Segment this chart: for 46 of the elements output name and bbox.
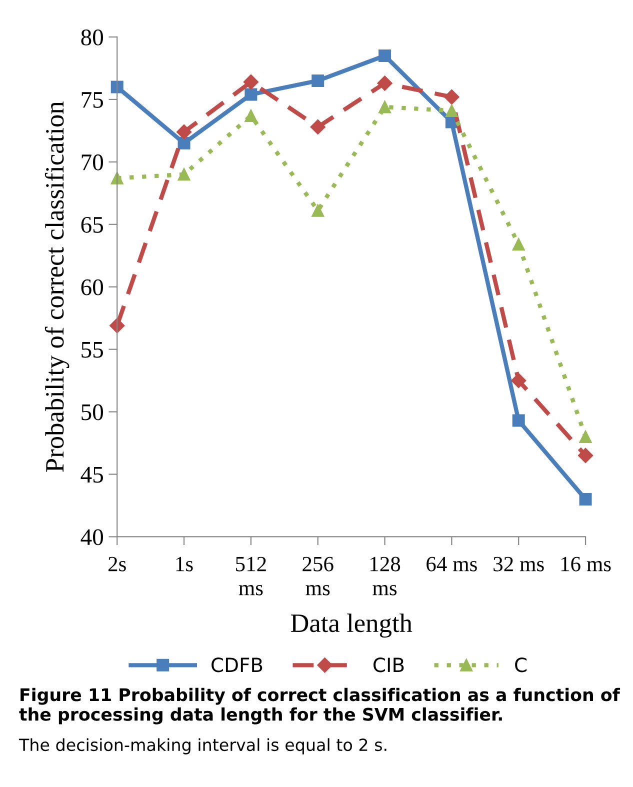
point xyxy=(110,80,124,94)
x-tick-label: 128 ms xyxy=(370,556,400,596)
x-tick-label: 32 ms xyxy=(494,556,544,572)
point xyxy=(244,109,258,122)
y-tick-label: 70 xyxy=(82,154,104,170)
y-axis-title: Probability of correct classification xyxy=(44,102,70,472)
point xyxy=(512,414,525,427)
x-tick-label: 16 ms xyxy=(561,556,611,572)
x-tick-label: 512 ms xyxy=(236,556,266,596)
y-tick-label: 65 xyxy=(81,216,103,233)
x-axis-title: Data length xyxy=(290,614,412,638)
x-tick-label: 1s xyxy=(176,556,193,572)
point xyxy=(312,74,324,87)
x-tick-label: 256 ms xyxy=(302,556,334,596)
point xyxy=(578,448,594,464)
point xyxy=(312,204,324,217)
point xyxy=(445,104,458,117)
text: The decision-making interval is equal to 2 s. xyxy=(18,738,386,754)
point xyxy=(176,124,192,140)
y-tick-label: 80 xyxy=(81,29,104,46)
caption: Figure 11 Probability of correct classification as a function of the processing data length for the SVM classifier. xyxy=(19,688,620,724)
point xyxy=(579,430,592,444)
point xyxy=(512,238,525,251)
point xyxy=(310,119,326,135)
y-tick-label: 75 xyxy=(82,92,103,108)
point xyxy=(244,88,258,101)
point xyxy=(110,318,125,334)
y-tick-label: 40 xyxy=(80,529,104,546)
point xyxy=(377,76,392,91)
point xyxy=(378,49,392,62)
legend-label: C xyxy=(515,658,527,672)
x-tick-label: 64 ms xyxy=(426,556,477,572)
y-tick-label: 50 xyxy=(82,404,104,420)
x-tick-label: 2s xyxy=(108,556,126,572)
point xyxy=(178,168,190,181)
point xyxy=(444,89,460,105)
y-tick-label: 55 xyxy=(82,342,103,358)
y-tick-label: 60 xyxy=(81,279,104,296)
y-tick-label: 45 xyxy=(80,466,103,483)
legend-label: CIB xyxy=(374,658,404,672)
point xyxy=(178,136,190,150)
point xyxy=(243,74,259,90)
point xyxy=(378,100,392,114)
point xyxy=(579,493,592,506)
legend-label: CDFB xyxy=(212,658,262,672)
point xyxy=(511,372,526,388)
